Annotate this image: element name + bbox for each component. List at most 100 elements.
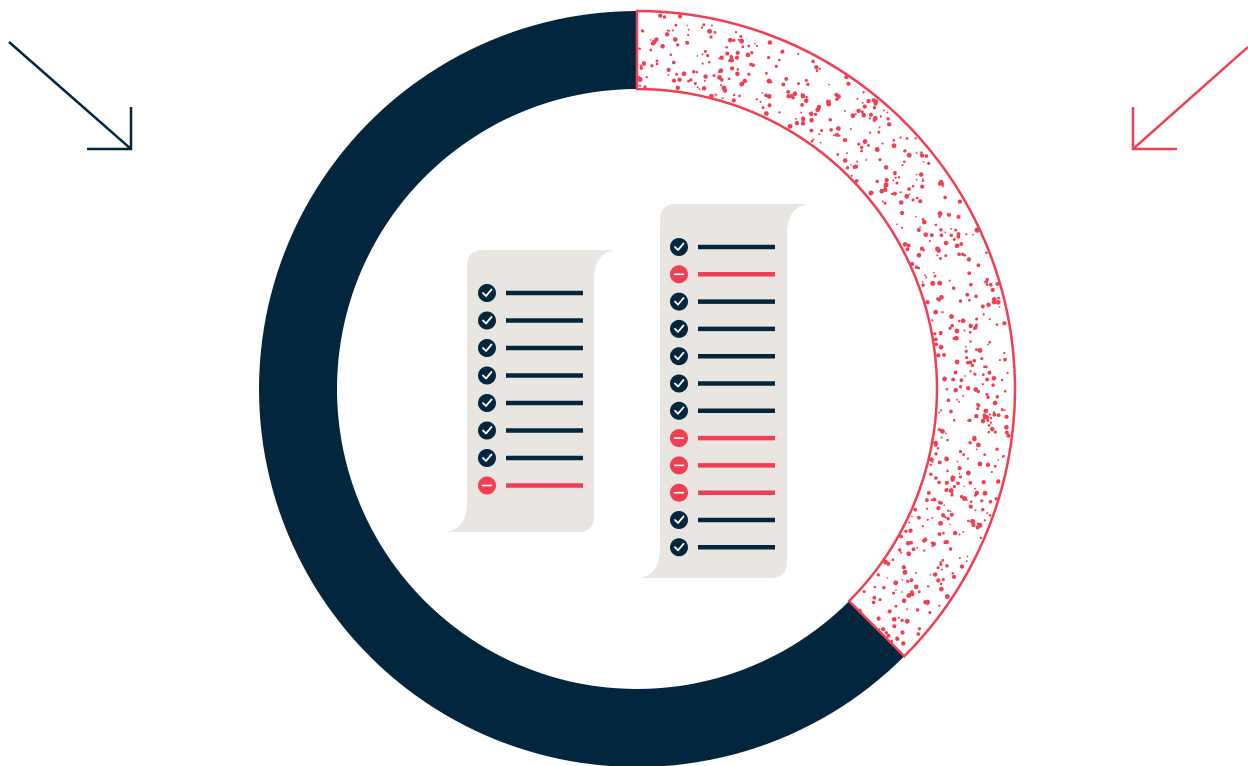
speckle-dot [828,118,832,122]
speckle-dot [732,38,736,42]
speckle-dot [921,219,927,225]
speckle-dot [1006,433,1011,438]
speckle-dot [941,577,945,582]
speckle-dot [930,499,933,502]
speckle-dot [658,13,663,18]
speckle-dot [982,313,985,316]
speckle-dot [867,143,870,147]
speckle-dot [948,279,951,282]
speckle-dot [891,616,897,622]
speckle-dot [934,337,938,342]
speckle-dot [759,100,762,103]
speckle-dot [968,331,972,334]
speckle-dot [725,51,730,56]
speckle-dot [954,335,959,341]
speckle-dot [721,97,724,100]
speckle-dot [924,498,929,503]
speckle-dot [842,137,848,143]
speckle-dot [972,233,974,236]
speckle-dot [696,55,699,57]
speckle-dot [989,282,993,287]
speckle-dot [906,243,911,248]
speckle-dot [811,59,815,64]
speckle-dot [957,319,961,323]
speckle-dot [747,72,751,76]
speckle-dot [990,287,995,293]
speckle-dot [901,598,907,604]
speckle-dot [891,558,895,561]
speckle-dot [941,311,944,314]
speckle-dot [931,319,934,322]
speckle-dot [844,110,846,112]
speckle-dot [703,74,708,79]
speckle-dot [801,117,806,122]
speckle-dot [862,91,865,94]
speckle-dot [808,111,814,117]
speckle-dot [973,372,977,376]
speckle-dot [939,562,943,567]
speckle-dot [988,514,992,517]
speckle-dot [972,436,977,442]
speckle-dot [921,179,925,183]
speckle-dot [873,585,877,589]
speckle-dot [958,299,963,303]
speckle-dot [899,191,902,194]
check-circle-icon [478,449,496,467]
speckle-dot [828,83,830,86]
speckle-dot [946,517,950,521]
speckle-dot [957,252,961,257]
speckle-dot [676,43,680,47]
speckle-dot [993,464,997,468]
speckle-dot [813,112,818,117]
speckle-dot [654,37,659,42]
speckle-dot [898,548,902,552]
speckle-dot [993,430,997,434]
speckle-dot [968,481,973,485]
speckle-dot [915,215,917,218]
speckle-dot [660,44,665,49]
speckle-dot [938,331,943,335]
speckle-dot [899,534,904,539]
speckle-dot [911,547,916,552]
speckle-dot [917,590,921,594]
speckle-dot [833,134,836,137]
speckle-dot [964,349,968,353]
speckle-dot [872,105,877,110]
arrow-down-right-icon [8,41,133,151]
speckle-dot [829,128,833,132]
speckle-dot [939,228,943,232]
speckle-dot [925,276,928,279]
speckle-dot [956,214,961,219]
checklist-item [670,347,775,366]
speckle-dot [933,332,937,336]
speckle-dot [905,247,910,252]
speckle-dot [882,109,885,112]
speckle-dot [902,569,908,575]
check-circle-icon [478,394,496,412]
speckle-dot [954,228,958,232]
speckle-dot [893,171,897,176]
speckle-dot [859,145,864,150]
speckle-dot [939,179,944,184]
speckle-dot [956,232,961,237]
speckle-dot [873,99,879,104]
speckle-dot [965,233,968,236]
speckle-dot [881,627,886,632]
speckle-dot [923,274,927,277]
speckle-dot [901,641,906,646]
speckle-dot [800,111,803,114]
speckle-dot [936,578,941,583]
speckle-dot [905,540,911,546]
speckle-dot [958,475,962,479]
speckle-dot [906,608,908,611]
speckle-dot [819,141,822,144]
speckle-dot [984,280,988,284]
speckle-dot [929,472,933,476]
speckle-dot [664,32,670,37]
speckle-dot [860,110,864,114]
speckle-dot [778,58,781,62]
speckle-dot [983,453,987,456]
speckle-dot [845,166,850,170]
speckle-dot [918,199,923,204]
